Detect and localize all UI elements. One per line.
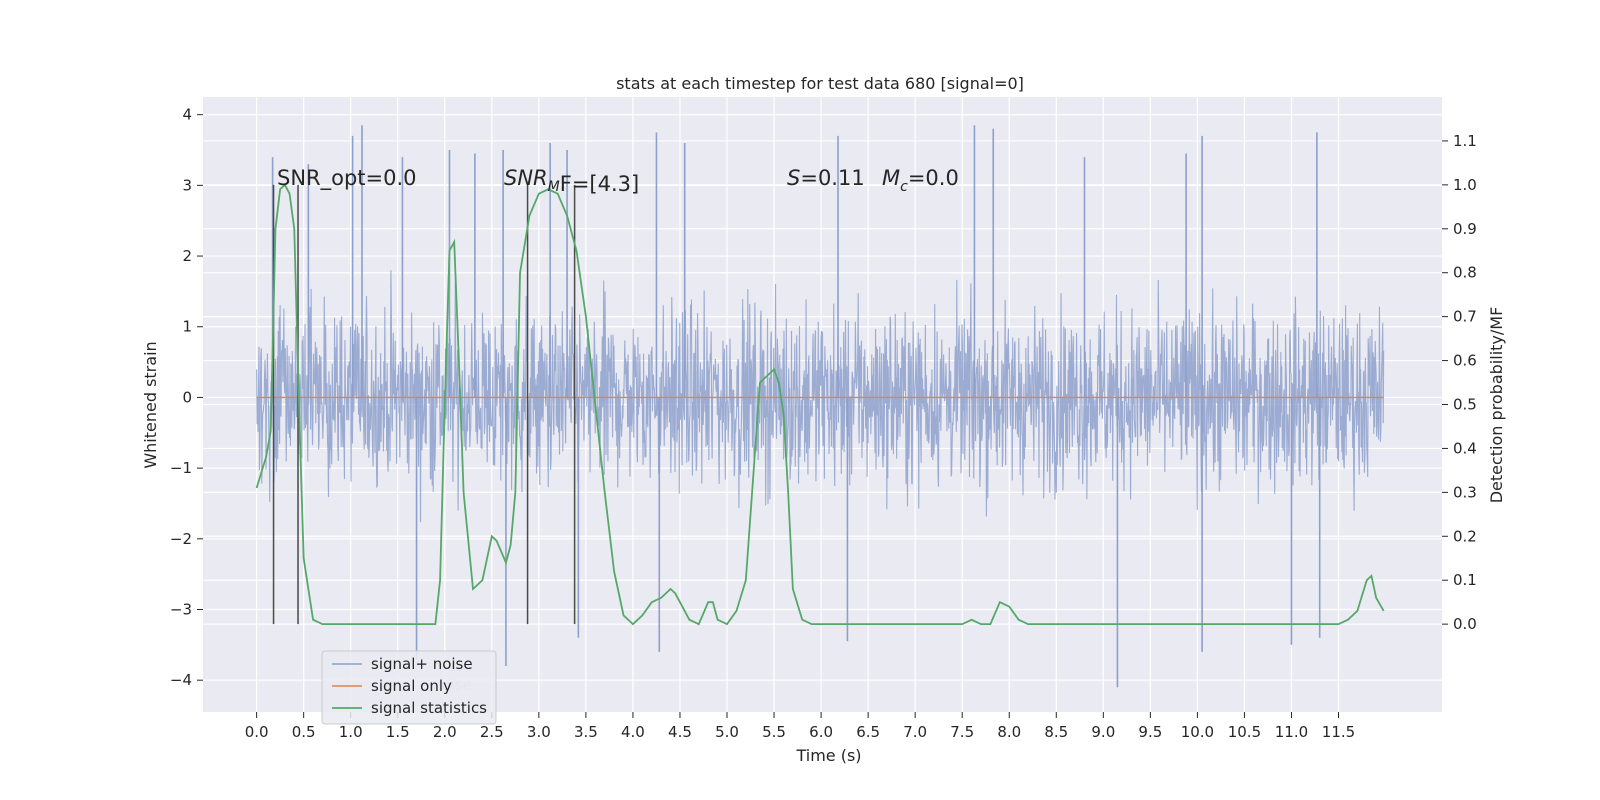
x-tick-label: 9.0 [1091, 723, 1115, 741]
legend: noise signal+ noise signal only signal s… [321, 650, 497, 725]
x-tick-label: 6.5 [856, 723, 880, 741]
legend-label-stats: signal statistics [371, 699, 487, 717]
x-axis-label: Time (s) [795, 746, 861, 765]
y-tick-label-left: −3 [170, 601, 192, 619]
x-tick-label: 7.5 [950, 723, 974, 741]
y-tick-label-right: 0.3 [1453, 483, 1477, 501]
x-tick-label: 6.0 [809, 723, 833, 741]
snr-mf-main: SNR [504, 166, 548, 190]
y-tick-label-right: 1.1 [1453, 132, 1477, 150]
y-tick-label-left: −2 [170, 530, 192, 548]
y-tick-label-left: 3 [182, 176, 192, 194]
legend-box [321, 650, 497, 725]
y-tick-label-right: 1.0 [1453, 176, 1477, 194]
legend-label-signal-only: signal only [371, 677, 452, 695]
snr-mf-sub: M [548, 179, 560, 195]
signal-statistics-series [255, 183, 1385, 626]
mc-sub: c [900, 179, 908, 195]
y-tick-label-right: 0.9 [1453, 220, 1477, 238]
s-rest: =0.11 [800, 166, 864, 190]
x-tick-label: 4.5 [668, 723, 692, 741]
x-tick-label: 11.0 [1275, 723, 1308, 741]
x-tick-label: 0.0 [245, 723, 269, 741]
mc-main: M [882, 166, 900, 190]
x-tick-label: 5.5 [762, 723, 786, 741]
y-tick-label-right: 0.4 [1453, 439, 1477, 457]
snr-mf-annotation: SNRMF=[4.3] [504, 166, 639, 196]
legend-label-noise: signal+ noise [371, 655, 473, 673]
y-tick-label-left: 2 [182, 247, 192, 265]
x-tick-label: 4.0 [621, 723, 645, 741]
s-main: S [787, 166, 800, 190]
x-tick-label: 2.0 [433, 723, 457, 741]
chart-title: stats at each timestep for test data 680… [616, 74, 1024, 93]
y-tick-label-right: 0.2 [1453, 527, 1477, 545]
x-tick-label: 3.5 [574, 723, 598, 741]
x-tick-label: 10.0 [1181, 723, 1214, 741]
x-tick-label: 3.0 [527, 723, 551, 741]
x-tick-label: 9.5 [1138, 723, 1162, 741]
y-tick-label-left: 0 [182, 388, 192, 406]
y-tick-label-right: 0.6 [1453, 352, 1477, 370]
mc-annotation: Mc=0.0 [882, 166, 959, 195]
x-tick-label: 11.5 [1322, 723, 1355, 741]
x-tick-label: 0.5 [292, 723, 316, 741]
s-annotation: S=0.11 [787, 166, 865, 190]
mc-rest: =0.0 [908, 166, 959, 190]
x-tick-label: 8.5 [1044, 723, 1068, 741]
y-tick-label-right: 0.7 [1453, 308, 1477, 326]
marker-vertical-lines [272, 184, 576, 625]
x-tick-label: 1.0 [339, 723, 363, 741]
y-tick-label-left: 1 [182, 318, 192, 336]
y-tick-label-right: 0.8 [1453, 264, 1477, 282]
axis-ticks: 0.0 0.5 1.0 1.5 2.0 2.5 3.0 3.5 4.0 4.5 5.0 5.5 6.0 6… [170, 106, 1477, 741]
x-tick-label: 5.0 [715, 723, 739, 741]
x-tick-label: 7.0 [903, 723, 927, 741]
y-axis-label-right: Detection probability/MF [1487, 307, 1506, 504]
x-tick-label: 2.5 [480, 723, 504, 741]
y-tick-label-right: 0.1 [1453, 571, 1477, 589]
x-tick-label: 1.5 [386, 723, 410, 741]
y-tick-label-left: 4 [182, 106, 192, 124]
y-tick-label-left: −4 [170, 671, 192, 689]
x-tick-label: 10.5 [1228, 723, 1261, 741]
y-tick-label-right: 0.0 [1453, 615, 1477, 633]
y-tick-label-right: 0.5 [1453, 396, 1477, 414]
x-tick-label: 8.0 [997, 723, 1021, 741]
snr-opt-annotation: SNR_opt=0.0 [277, 166, 417, 191]
y-axis-label-left: Whitened strain [141, 341, 160, 468]
y-tick-label-left: −1 [170, 459, 192, 477]
snr-mf-rest: F=[4.3] [560, 172, 639, 196]
